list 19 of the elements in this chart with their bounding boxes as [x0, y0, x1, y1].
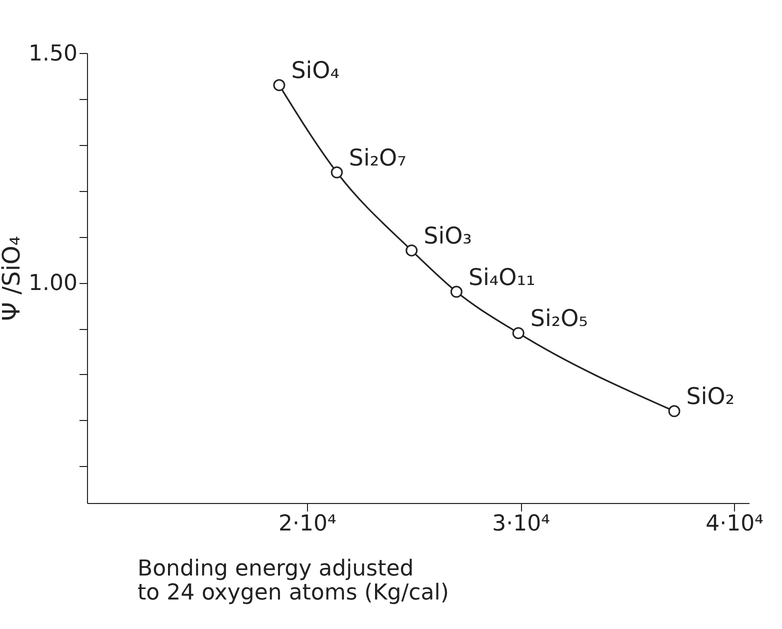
- annotation: SiO₂: [686, 384, 735, 410]
- annotation: SiO₄: [291, 58, 340, 84]
- annotation: Si₄O₁₁: [468, 264, 536, 291]
- annotation: Si₂O₇: [348, 145, 406, 172]
- annotation: SiO₃: [424, 223, 472, 250]
- x-tick-label: 2·10⁴: [278, 512, 337, 536]
- x-tick-label: 3·10⁴: [492, 512, 550, 536]
- y-tick-label: 1.00: [28, 271, 78, 296]
- x-axis-title: Bonding energy adjusted to 24 oxygen atoms (Kg/cal): [138, 556, 449, 606]
- x-tick-label: 4·10⁴: [706, 512, 764, 536]
- point: [668, 405, 680, 418]
- point: [273, 79, 286, 92]
- point: [450, 286, 462, 298]
- y-tick-label: 1.50: [28, 42, 78, 66]
- point: [406, 244, 418, 256]
- point: [330, 166, 343, 178]
- annotation: Si₂O₅: [530, 306, 588, 332]
- y-axis-title: Ψ /SiO₄: [0, 236, 26, 322]
- point: [512, 327, 524, 340]
